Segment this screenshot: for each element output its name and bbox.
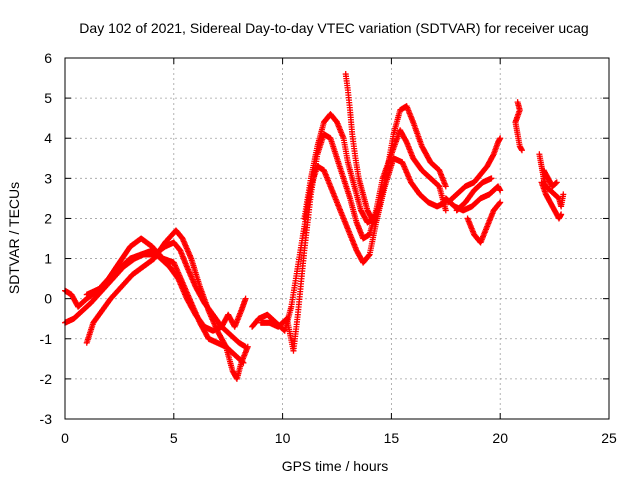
x-tick-label: 25 xyxy=(601,430,617,446)
series-arc-12 xyxy=(536,151,567,222)
series-arc-10 xyxy=(444,135,504,214)
y-tick-label: 0 xyxy=(44,291,52,307)
data-series xyxy=(62,71,567,382)
data-point xyxy=(244,343,251,350)
data-point xyxy=(222,342,229,349)
y-axis-label: SDTVAR / TECUs xyxy=(6,182,22,294)
data-point xyxy=(558,211,565,218)
y-tick-label: 3 xyxy=(44,170,52,186)
data-point xyxy=(365,252,372,259)
data-point xyxy=(496,200,503,207)
chart-title: Day 102 of 2021, Sidereal Day-to-day VTE… xyxy=(79,20,588,36)
plot-frame xyxy=(64,57,610,420)
x-tick-label: 15 xyxy=(384,430,400,446)
y-tick-label: 2 xyxy=(44,210,52,226)
y-tick-label: -2 xyxy=(40,371,53,387)
data-point xyxy=(497,135,504,142)
data-point xyxy=(242,295,249,302)
y-tick-label: 4 xyxy=(44,130,52,146)
data-point xyxy=(553,180,560,187)
data-point xyxy=(518,147,525,154)
series-arc-5 xyxy=(249,155,449,334)
x-tick-label: 5 xyxy=(170,430,178,446)
x-tick-label: 20 xyxy=(492,430,508,446)
data-point xyxy=(497,187,504,194)
y-tick-label: -1 xyxy=(40,331,53,347)
x-tick-label: 0 xyxy=(61,430,69,446)
grid xyxy=(65,58,609,419)
x-tick-label: 10 xyxy=(275,430,291,446)
data-point xyxy=(442,207,449,214)
y-tick-label: -3 xyxy=(40,411,53,427)
data-point xyxy=(490,152,497,159)
y-tick-label: 6 xyxy=(44,50,52,66)
series-arc-6 xyxy=(257,127,449,354)
series-arc-3 xyxy=(83,227,251,382)
axis-ticks: -3 -2 -1 0 1 2 3 4 5 6 0 5 10 15 20 25 xyxy=(40,50,617,446)
data-point xyxy=(442,183,449,190)
data-point xyxy=(281,327,288,334)
data-point xyxy=(402,138,409,145)
series-arc-7 xyxy=(301,103,449,226)
series-arc-8 xyxy=(342,71,380,222)
data-point xyxy=(553,179,560,186)
data-point xyxy=(497,199,504,206)
y-tick-label: 1 xyxy=(44,251,52,267)
data-point xyxy=(488,175,495,182)
data-point xyxy=(373,211,380,218)
y-tick-label: 5 xyxy=(44,90,52,106)
data-point xyxy=(560,191,567,198)
data-point xyxy=(372,212,379,219)
series-arc-11 xyxy=(512,99,525,154)
series-arc-4 xyxy=(83,247,249,334)
x-axis-label: GPS time / hours xyxy=(282,458,389,474)
